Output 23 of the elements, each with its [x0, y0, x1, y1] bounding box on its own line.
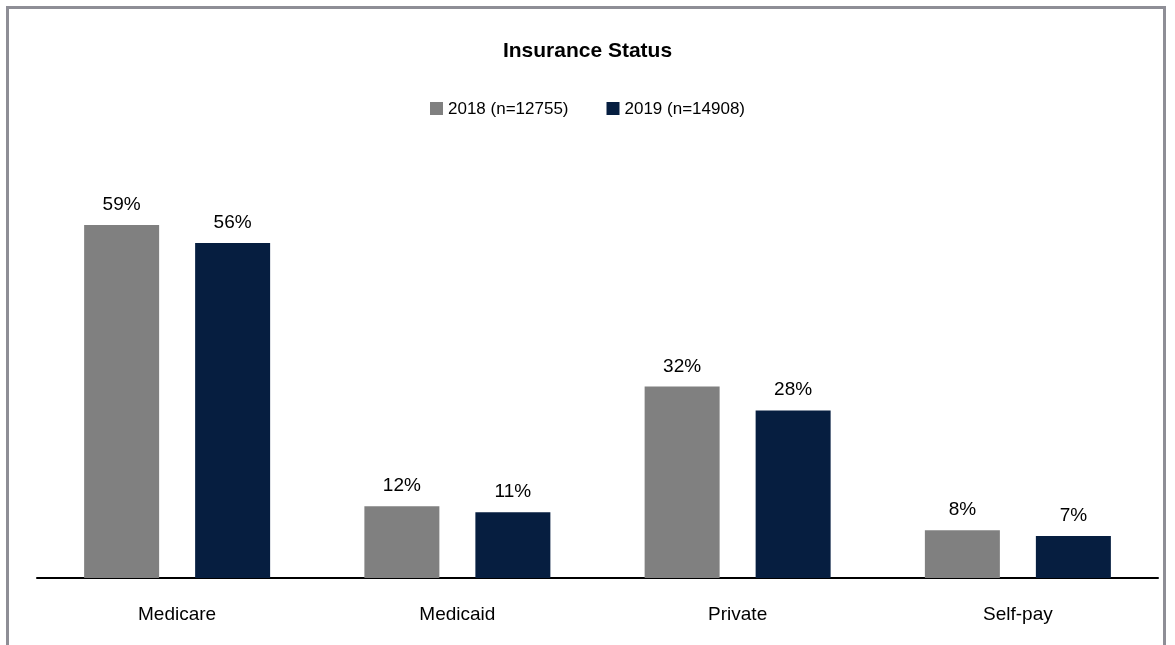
bar: [84, 224, 160, 578]
data-label: 59%: [102, 192, 141, 214]
data-label: 32%: [663, 354, 702, 376]
data-label: 56%: [213, 210, 252, 232]
data-label: 8%: [948, 498, 977, 520]
data-label: 12%: [382, 474, 421, 496]
legend-label: 2018 (n=12755): [447, 99, 569, 118]
bar: [1035, 536, 1111, 578]
bar: [924, 530, 1000, 578]
bar: [755, 410, 831, 578]
x-tick-label: Medicare: [138, 603, 217, 624]
bar: [475, 512, 551, 578]
chart-title: Insurance Status: [502, 38, 673, 61]
data-label: 11%: [494, 480, 532, 502]
x-tick-label: Self-pay: [983, 603, 1054, 624]
x-tick-label: Private: [708, 603, 768, 624]
legend-label: 2019 (n=14908): [624, 99, 746, 118]
data-label: 7%: [1059, 504, 1088, 526]
bar: [364, 506, 440, 578]
data-label: 28%: [774, 378, 813, 400]
x-tick-label: Medicaid: [419, 603, 496, 624]
bar: [644, 386, 720, 578]
bar: [195, 242, 271, 578]
